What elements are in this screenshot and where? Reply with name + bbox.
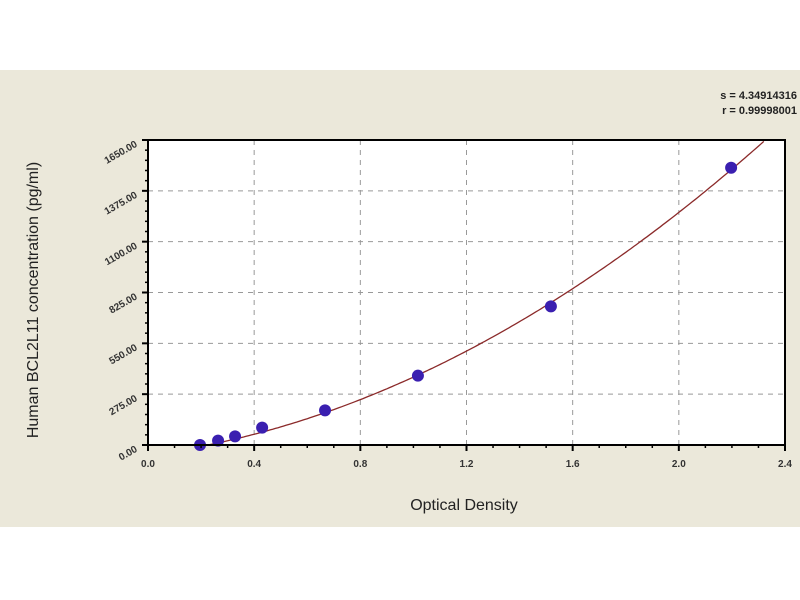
data-point — [544, 300, 557, 313]
y-tick-label: 825.00 — [108, 291, 140, 316]
x-tick-label: 0.0 — [141, 459, 155, 470]
stat-r: r = 0.99998001 — [722, 105, 797, 117]
x-tick-label: 1.2 — [460, 459, 474, 470]
x-tick-label: 2.4 — [778, 459, 792, 470]
y-tick-label: 275.00 — [108, 393, 140, 418]
fit-curve — [195, 140, 765, 446]
y-tick-label: 550.00 — [108, 342, 140, 367]
y-tick-label: 1100.00 — [103, 241, 140, 269]
y-tick-label: 1650.00 — [103, 139, 140, 167]
x-tick-label: 0.4 — [247, 459, 261, 470]
data-point — [411, 369, 424, 382]
data-point — [319, 404, 332, 417]
x-tick-label: 1.6 — [566, 459, 580, 470]
plot-frame — [147, 139, 786, 446]
x-tick-label: 2.0 — [672, 459, 686, 470]
x-axis-title: Optical Density — [410, 497, 518, 514]
y-axis-title: Human BCL2L11 concentration (pg/ml) — [25, 162, 42, 438]
data-point — [725, 161, 738, 174]
data-point — [229, 430, 242, 443]
data-point — [256, 421, 269, 434]
data-point — [212, 434, 225, 447]
y-tick-label: 1375.00 — [103, 190, 140, 218]
x-tick-label: 0.8 — [353, 459, 367, 470]
stat-s: s = 4.34914316 — [720, 90, 797, 102]
y-tick-label: 0.00 — [117, 444, 140, 463]
